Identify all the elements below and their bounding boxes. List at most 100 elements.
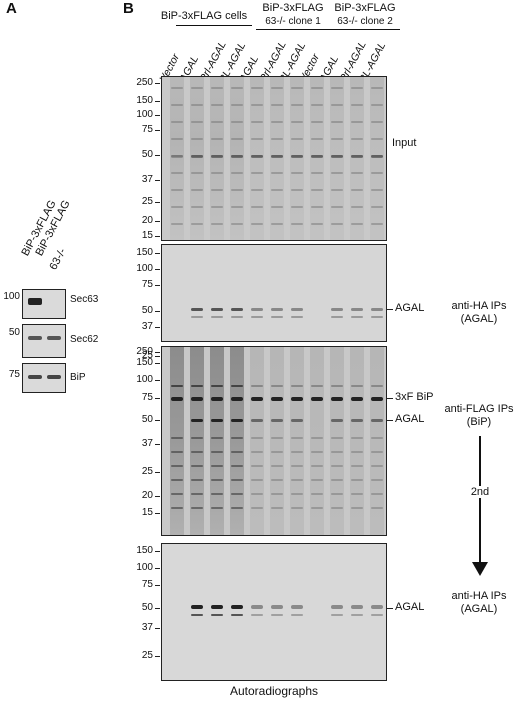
- band: [211, 172, 223, 174]
- band: [271, 614, 283, 616]
- band: [271, 138, 283, 140]
- band: [331, 308, 343, 311]
- lane: [370, 347, 384, 535]
- band: [231, 316, 243, 318]
- band: [331, 104, 343, 106]
- side-label-ha-1-line1: anti-HA IPs: [451, 300, 507, 312]
- marker-input-15: 15: [141, 230, 153, 241]
- marker-tick-anti-ha-2-100: [155, 568, 160, 569]
- marker-tick-input-250: [155, 83, 160, 84]
- marker-anti-flag-37: 37: [141, 438, 153, 449]
- band: [251, 437, 263, 439]
- band: [211, 87, 223, 89]
- band: [371, 397, 383, 401]
- band: [231, 419, 243, 422]
- band: [351, 419, 363, 422]
- band: [291, 605, 303, 609]
- band: [291, 87, 303, 89]
- band: [191, 437, 203, 439]
- band: [231, 451, 243, 453]
- lane: [330, 77, 344, 240]
- band: [271, 451, 283, 453]
- marker-input-100: 100: [136, 109, 153, 120]
- band: [251, 206, 263, 208]
- marker-tick-input-37: [155, 180, 160, 181]
- side-label-flag-line1: anti-FLAG IPs: [444, 403, 514, 415]
- band: [231, 308, 243, 311]
- panel-a-letter: A: [6, 0, 17, 17]
- band: [251, 87, 263, 89]
- marker-anti-ha-1-25: 25: [141, 350, 153, 361]
- band: [311, 104, 323, 106]
- band: [311, 493, 323, 495]
- band: [191, 507, 203, 509]
- lane: [190, 347, 204, 535]
- band: [331, 138, 343, 140]
- band: [211, 419, 223, 422]
- band: [371, 493, 383, 495]
- lane: [370, 544, 384, 680]
- band: [251, 397, 263, 401]
- band: [311, 121, 323, 123]
- band: [311, 507, 323, 509]
- band: [271, 419, 283, 422]
- band: [251, 308, 263, 311]
- band: [271, 437, 283, 439]
- band: [211, 397, 223, 401]
- band: [331, 397, 343, 401]
- marker-anti-ha-2-25: 25: [141, 650, 153, 661]
- band: [311, 172, 323, 174]
- band: [171, 189, 183, 191]
- marker-anti-ha-1-100: 100: [136, 263, 153, 274]
- agal-tick-1: [387, 309, 393, 310]
- band: [291, 155, 303, 158]
- band: [231, 104, 243, 106]
- footer-autoradiographs: Autoradiographs: [229, 684, 319, 698]
- band: [251, 138, 263, 140]
- bip-band-1: [28, 375, 42, 379]
- band: [231, 507, 243, 509]
- band: [191, 189, 203, 191]
- band: [271, 397, 283, 401]
- band: [371, 172, 383, 174]
- band: [331, 172, 343, 174]
- marker-tick-input-75: [155, 130, 160, 131]
- band: [371, 614, 383, 616]
- band: [311, 385, 323, 387]
- lane: [310, 245, 324, 341]
- band: [371, 189, 383, 191]
- band: [351, 437, 363, 439]
- band: [231, 121, 243, 123]
- band: [251, 605, 263, 609]
- marker-tick-anti-ha-2-25: [155, 656, 160, 657]
- band: [271, 206, 283, 208]
- band: [351, 223, 363, 225]
- marker-tick-anti-flag-15: [155, 513, 160, 514]
- label-agal-2: AGAL: [395, 413, 425, 425]
- band: [211, 605, 223, 609]
- band: [351, 104, 363, 106]
- band: [331, 465, 343, 467]
- marker-tick-anti-ha-1-50: [155, 311, 160, 312]
- group-1-line: [176, 25, 252, 26]
- band: [211, 614, 223, 616]
- lane: [270, 245, 284, 341]
- band: [291, 189, 303, 191]
- band: [231, 397, 243, 401]
- marker-tick-input-150: [155, 101, 160, 102]
- band: [211, 121, 223, 123]
- band: [331, 507, 343, 509]
- lane: [210, 544, 224, 680]
- band: [291, 308, 303, 311]
- band: [211, 437, 223, 439]
- agal-tick-2: [387, 420, 393, 421]
- band: [351, 308, 363, 311]
- band: [191, 614, 203, 616]
- lane: [170, 347, 184, 535]
- band: [291, 507, 303, 509]
- band: [211, 385, 223, 387]
- label-3xf-bip: 3xF BiP: [395, 391, 434, 403]
- marker-tick-anti-ha-2-50: [155, 608, 160, 609]
- lane: [250, 347, 264, 535]
- blot-anti-ha-2: [161, 543, 387, 681]
